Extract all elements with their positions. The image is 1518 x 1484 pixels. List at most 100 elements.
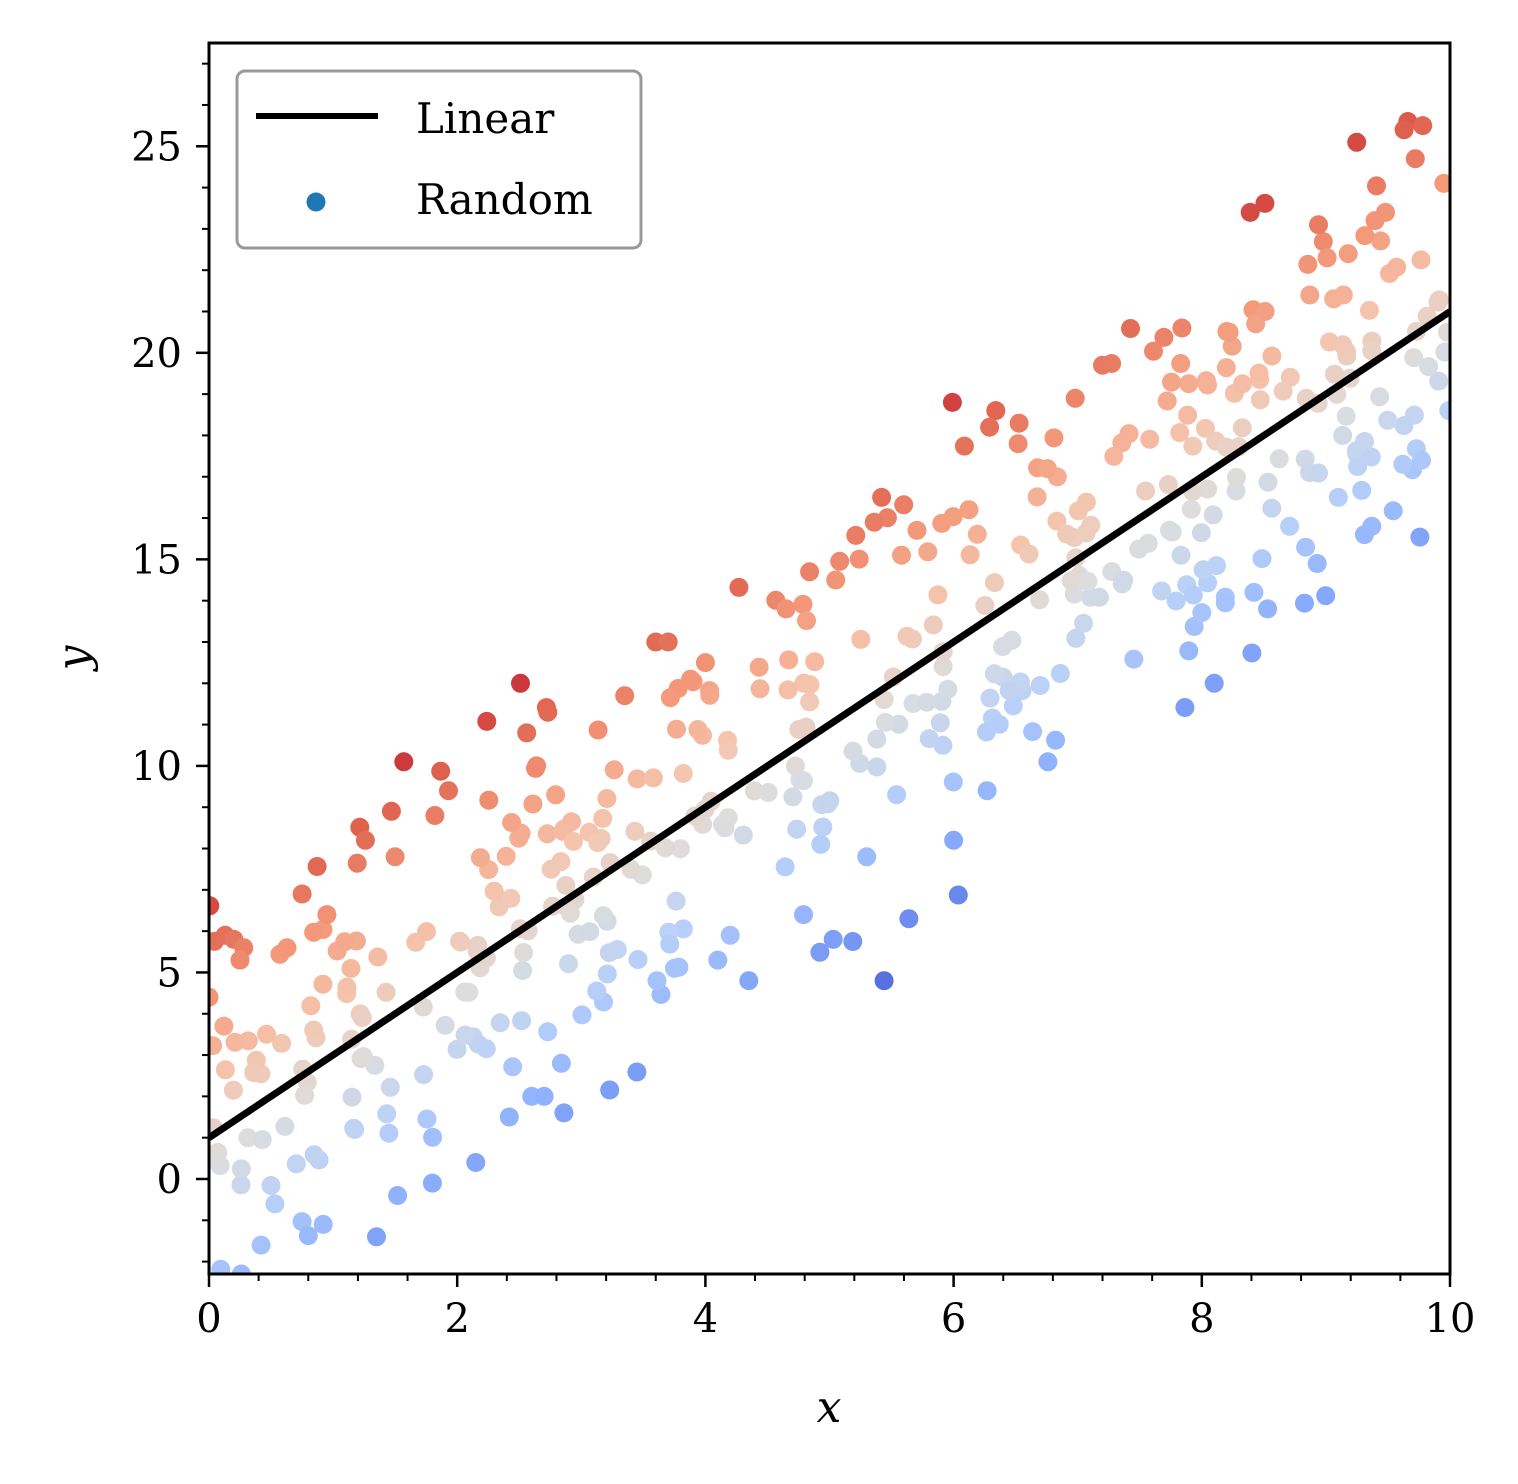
- scatter-point: [851, 629, 871, 649]
- scatter-point: [546, 785, 566, 805]
- scatter-point: [560, 903, 580, 923]
- scatter-point: [980, 688, 1000, 708]
- scatter-point: [1181, 499, 1201, 519]
- scatter-point: [298, 1226, 318, 1246]
- scatter-point: [793, 594, 813, 614]
- scatter-point: [439, 781, 458, 801]
- scatter-point: [797, 611, 816, 631]
- scatter-point: [537, 824, 557, 844]
- scatter-point: [986, 401, 1006, 421]
- scatter-point: [455, 1025, 475, 1045]
- plot-frame: [207, 41, 1452, 1276]
- scatter-point: [1298, 254, 1318, 274]
- scatter-point: [513, 961, 533, 980]
- scatter-point: [423, 1127, 443, 1147]
- scatter-point: [1405, 149, 1425, 169]
- scatter-point: [304, 1020, 324, 1040]
- scatter-point: [625, 821, 645, 841]
- scatter-point: [903, 694, 923, 713]
- scatter-point: [1250, 390, 1270, 410]
- scatter-point: [1093, 355, 1112, 375]
- scatter-point: [523, 794, 543, 814]
- scatter-point: [301, 996, 321, 1016]
- scatter-point: [864, 512, 884, 532]
- y-tick-label: 10: [131, 744, 182, 790]
- scatter-point: [776, 599, 796, 619]
- scatter-point: [989, 714, 1009, 734]
- scatter-point: [664, 958, 684, 978]
- scatter-point: [1027, 487, 1047, 507]
- x-axis-label: x: [817, 1382, 842, 1433]
- scatter-point: [794, 905, 813, 925]
- scatter-point: [720, 925, 740, 945]
- y-axis-label: y: [48, 644, 99, 672]
- scatter-point: [1338, 244, 1358, 264]
- scatter-point: [209, 987, 219, 1007]
- scatter-point: [244, 1063, 264, 1083]
- scatter-point: [307, 857, 327, 876]
- scatter-point: [380, 1077, 400, 1097]
- x-tick-label: 10: [1425, 1296, 1476, 1342]
- scatter-point: [1255, 193, 1275, 213]
- scatter-point: [1387, 257, 1407, 277]
- scatter-point: [999, 681, 1019, 701]
- scatter-point: [811, 834, 831, 854]
- scatter-point: [580, 922, 600, 942]
- scatter-point: [1295, 593, 1314, 613]
- scatter-point: [1232, 418, 1252, 438]
- scatter-point: [918, 542, 938, 562]
- scatter-point: [783, 787, 803, 807]
- scatter-point: [673, 764, 693, 783]
- scatter-point: [930, 713, 950, 733]
- y-tick-label: 0: [157, 1157, 182, 1203]
- x-axis: 0 2 4 6 8 10: [196, 1274, 1475, 1342]
- scatter-point: [1081, 515, 1101, 535]
- scatter-point: [501, 888, 521, 908]
- scatter-point: [1313, 232, 1333, 252]
- scatter-point: [923, 615, 943, 635]
- scatter-point: [943, 507, 963, 527]
- scatter-point: [1309, 463, 1329, 483]
- scatter-point: [785, 756, 805, 776]
- scatter-point: [538, 702, 558, 722]
- scatter-point: [599, 943, 619, 963]
- scatter-point: [647, 971, 667, 991]
- scatter-point: [1008, 434, 1028, 454]
- scatter-point: [1262, 346, 1282, 366]
- scatter-point: [1258, 599, 1278, 619]
- scatter-point: [342, 1087, 362, 1107]
- scatter-point: [230, 950, 250, 970]
- scatter-point: [1258, 472, 1278, 492]
- scatter-point: [1428, 292, 1448, 312]
- scatter-point: [368, 947, 388, 967]
- scatter-point: [451, 932, 471, 952]
- scatter-point: [800, 675, 820, 695]
- scatter-point: [1394, 416, 1414, 436]
- scatter-point: [1162, 522, 1182, 542]
- scatter-point: [313, 974, 333, 994]
- scatter-point: [846, 525, 866, 545]
- scatter-point: [718, 740, 738, 760]
- scatter-point: [377, 1104, 397, 1124]
- scatter-point: [556, 875, 576, 895]
- scatter-point: [238, 1128, 258, 1148]
- scatter-point: [789, 720, 809, 739]
- scatter-points: [209, 112, 1450, 1274]
- scatter-point: [1166, 591, 1186, 611]
- scatter-point: [938, 679, 958, 699]
- scatter-point: [431, 761, 451, 781]
- scatter-point: [261, 1176, 281, 1195]
- scatter-point: [793, 771, 813, 791]
- scatter-point: [1183, 585, 1203, 605]
- scatter-point: [1179, 374, 1199, 394]
- scatter-point: [214, 1016, 234, 1036]
- y-axis: 0 5 10 15 20 25: [131, 62, 209, 1263]
- scatter-point: [376, 982, 396, 1002]
- scatter-point: [355, 830, 375, 850]
- scatter-point: [1044, 428, 1064, 448]
- scatter-point: [1195, 418, 1215, 438]
- scatter-point: [1184, 617, 1204, 636]
- regression-line: [209, 308, 1450, 1141]
- scatter-point: [588, 720, 608, 740]
- scatter-point: [335, 932, 355, 952]
